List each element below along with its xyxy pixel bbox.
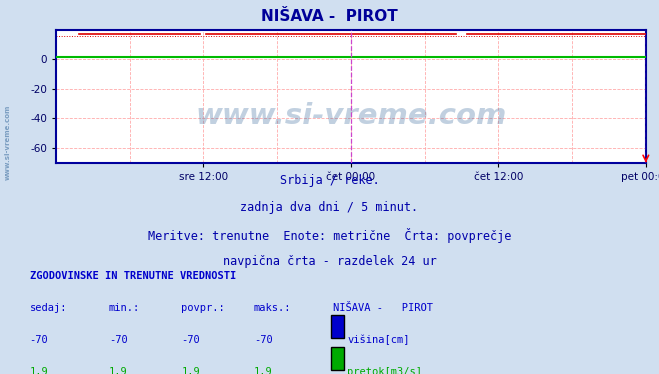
Text: www.si-vreme.com: www.si-vreme.com bbox=[195, 102, 507, 130]
Text: 1,9: 1,9 bbox=[109, 367, 127, 374]
Text: navpična črta - razdelek 24 ur: navpična črta - razdelek 24 ur bbox=[223, 255, 436, 268]
Text: -70: -70 bbox=[254, 335, 272, 345]
Text: 1,9: 1,9 bbox=[181, 367, 200, 374]
Text: Srbija / reke.: Srbija / reke. bbox=[279, 174, 380, 187]
Text: min.:: min.: bbox=[109, 303, 140, 313]
Text: 1,9: 1,9 bbox=[30, 367, 48, 374]
Text: povpr.:: povpr.: bbox=[181, 303, 225, 313]
Text: -70: -70 bbox=[181, 335, 200, 345]
Text: maks.:: maks.: bbox=[254, 303, 291, 313]
Text: NIŠAVA -   PIROT: NIŠAVA - PIROT bbox=[333, 303, 433, 313]
Text: zadnja dva dni / 5 minut.: zadnja dva dni / 5 minut. bbox=[241, 201, 418, 214]
Text: 1,9: 1,9 bbox=[254, 367, 272, 374]
Text: -70: -70 bbox=[109, 335, 127, 345]
Text: ZGODOVINSKE IN TRENUTNE VREDNOSTI: ZGODOVINSKE IN TRENUTNE VREDNOSTI bbox=[30, 271, 236, 281]
Text: -70: -70 bbox=[30, 335, 48, 345]
Text: pretok[m3/s]: pretok[m3/s] bbox=[347, 367, 422, 374]
Text: sedaj:: sedaj: bbox=[30, 303, 67, 313]
Text: NIŠAVA -  PIROT: NIŠAVA - PIROT bbox=[261, 9, 398, 24]
Text: višina[cm]: višina[cm] bbox=[347, 335, 410, 345]
Text: www.si-vreme.com: www.si-vreme.com bbox=[5, 104, 11, 180]
Text: Meritve: trenutne  Enote: metrične  Črta: povprečje: Meritve: trenutne Enote: metrične Črta: … bbox=[148, 228, 511, 243]
